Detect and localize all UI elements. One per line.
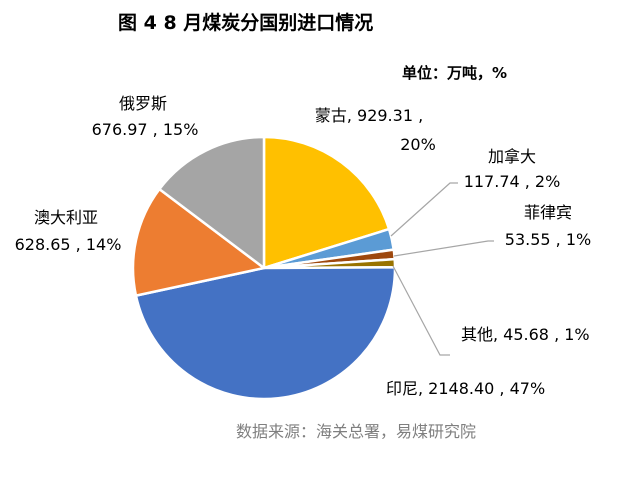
slice-value-australia: 628.65 , 14% (15, 235, 122, 254)
slice-label-mongolia: 蒙古, 929.31 , (315, 106, 423, 125)
leader-line-other (392, 265, 450, 356)
slice-label-other: 其他, 45.68 , 1% (461, 325, 590, 344)
slice-value-philippines: 53.55 , 1% (505, 230, 591, 249)
leader-line-philippines (393, 240, 494, 257)
slice-value-russia: 676.97 , 15% (92, 120, 199, 139)
pie-slice-mongolia (262, 135, 391, 270)
slice-value-mongolia: 929.31 , (357, 106, 423, 125)
slice-name-canada: 加拿大 (488, 147, 536, 166)
data-source: 数据来源：海关总署，易煤研究院 (236, 422, 476, 441)
slice-name-australia: 澳大利亚 (34, 208, 98, 227)
leader-line-canada (390, 182, 458, 237)
slice-name-mongolia: 蒙古 (315, 106, 347, 125)
pie-slice-australia (131, 187, 266, 297)
pie-slice-indonesia (134, 266, 397, 401)
slice-name-philippines: 菲律宾 (524, 203, 572, 222)
slice-name-russia: 俄罗斯 (119, 94, 167, 113)
pie-slice-russia (158, 135, 266, 270)
chart-title: 图 4 8 月煤炭分国别进口情况 (118, 11, 373, 34)
pie-slices (131, 135, 397, 401)
slice-value-canada: 117.74 , 2% (464, 172, 561, 191)
slice-label-indonesia: 印尼, 2148.40 , 47% (386, 379, 545, 398)
slice-pct-mongolia: 20% (400, 135, 436, 154)
unit-note: 单位：万吨，% (402, 64, 507, 82)
